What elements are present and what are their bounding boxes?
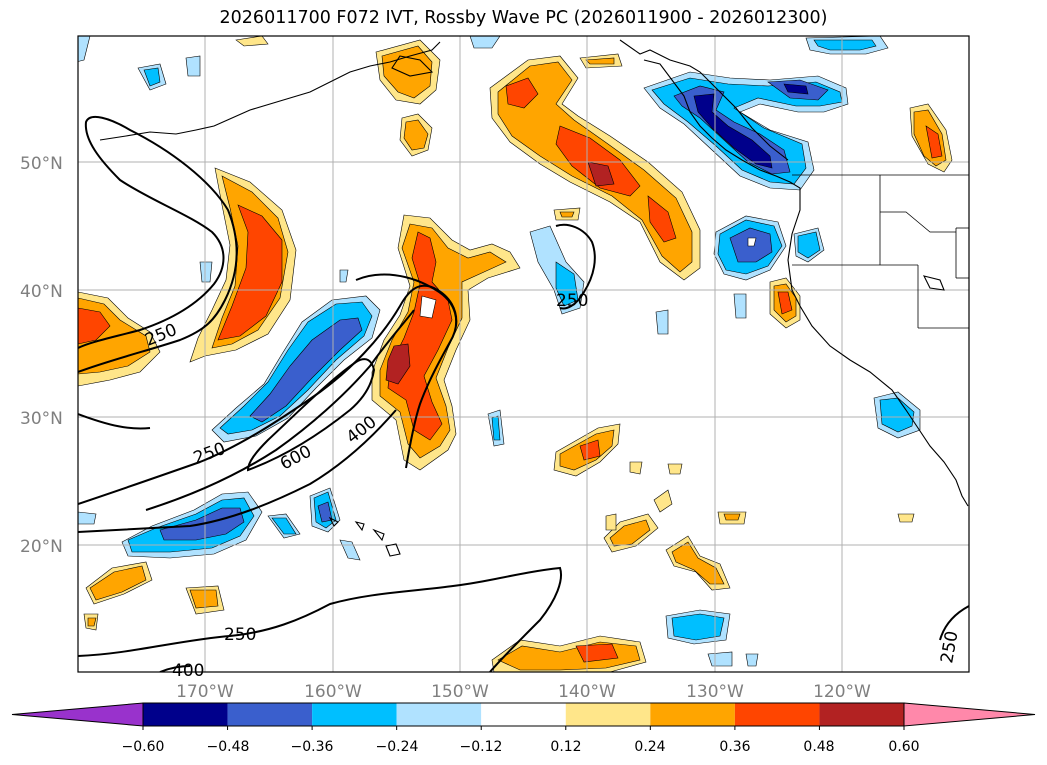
lon-label: 150°W	[431, 682, 489, 702]
colorbar-bin	[734, 703, 820, 726]
colorbar-extend-high	[903, 702, 1036, 727]
colorbar-tick-labels: −0.60 −0.48 −0.36 −0.24 −0.12 0.12 0.24 …	[122, 739, 920, 755]
colorbar-bin	[650, 703, 735, 726]
colorbar-bin	[227, 703, 313, 726]
colorbar-tick-label: −0.12	[460, 739, 503, 755]
colorbar-tick-label: −0.36	[291, 739, 334, 755]
positive-anomaly-fields	[78, 36, 953, 672]
colorbar-tick-label: −0.48	[207, 739, 250, 755]
colorbar-tick-label: 0.12	[550, 739, 581, 755]
lon-label: 160°W	[304, 682, 362, 702]
contour-label: 400	[343, 412, 381, 448]
lon-label: 140°W	[558, 682, 616, 702]
contour-label: 250	[556, 291, 588, 311]
contour-label: 400	[172, 661, 204, 681]
map-frame	[77, 35, 970, 673]
map-title: 2026011700 F072 IVT, Rossby Wave PC (202…	[219, 8, 828, 28]
contour-label: 250	[937, 629, 962, 664]
colorbar-tick-label: 0.36	[719, 739, 750, 755]
colorbar-bin	[396, 703, 482, 726]
colorbar-tick-label: −0.24	[376, 739, 419, 755]
lat-label: 50°N	[20, 154, 63, 174]
contour-label-group: 250 250 250 250 400 400 600 250	[142, 291, 962, 681]
colorbar	[11, 702, 1036, 730]
colorbar-bin	[819, 703, 904, 726]
colorbar-bin	[565, 703, 651, 726]
colorbar-frame	[142, 702, 905, 727]
colorbar-bin	[143, 703, 228, 726]
contour-label: 250	[191, 439, 228, 469]
colorbar-tick-label: 0.48	[803, 739, 834, 755]
map-canvas	[78, 36, 969, 672]
lat-label: 40°N	[20, 282, 63, 302]
state-borders	[792, 174, 969, 329]
lon-label: 170°W	[176, 682, 234, 702]
colorbar-bin	[481, 703, 566, 726]
coastlines	[99, 39, 969, 557]
lat-label: 30°N	[20, 409, 63, 429]
lon-label: 120°W	[813, 682, 871, 702]
colorbar-bin	[312, 703, 397, 726]
axis-label-group: 50°N 40°N 30°N 20°N 170°W 160°W 150°W 14…	[20, 154, 871, 702]
colorbar-tick-label: −0.60	[122, 739, 165, 755]
colorbar-extend-low	[11, 702, 144, 727]
colorbar-tick-label: 0.60	[888, 739, 919, 755]
ivt-contours	[78, 115, 969, 672]
contour-label: 250	[224, 625, 256, 645]
contour-label: 250	[142, 320, 180, 351]
lon-label: 130°W	[686, 682, 744, 702]
lat-label: 20°N	[20, 537, 63, 557]
colorbar-tick-label: 0.24	[634, 739, 665, 755]
